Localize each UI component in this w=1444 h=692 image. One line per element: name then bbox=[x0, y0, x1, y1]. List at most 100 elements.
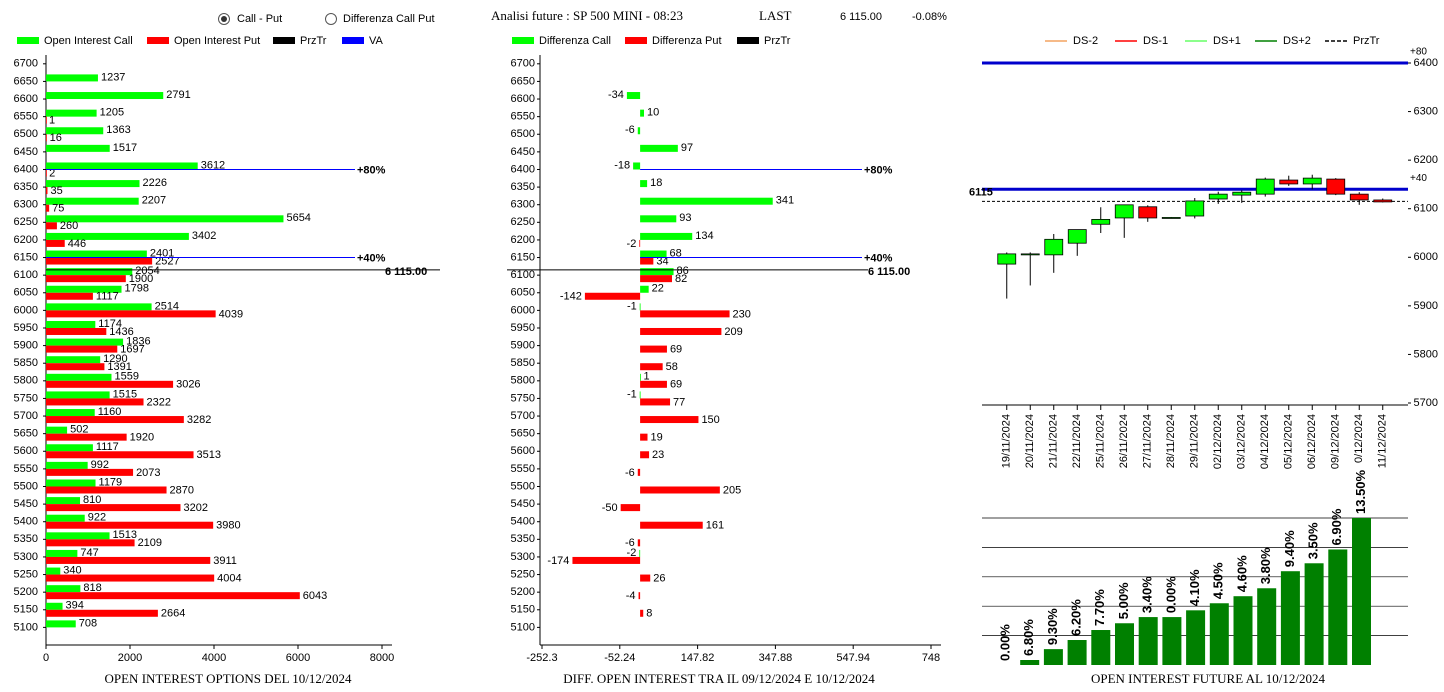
va-label: +80% bbox=[864, 164, 893, 176]
bar bbox=[46, 451, 194, 459]
bar-label: 0.00% bbox=[1163, 576, 1178, 613]
x-tick-label: 4000 bbox=[202, 652, 226, 664]
value-label: 4004 bbox=[217, 572, 241, 584]
bar-label: 3.40% bbox=[1140, 576, 1155, 613]
value-label: 1 bbox=[49, 115, 55, 127]
value-label: 5654 bbox=[286, 212, 310, 224]
bar bbox=[46, 532, 110, 540]
radio-dot bbox=[221, 16, 227, 22]
bar bbox=[640, 609, 644, 617]
va-label: +80 bbox=[1410, 47, 1427, 58]
candle-body bbox=[1232, 191, 1252, 196]
value-label: -18 bbox=[614, 159, 630, 171]
value-label: -6 bbox=[625, 467, 635, 479]
y-tick-label: 6300 bbox=[14, 199, 38, 211]
bar bbox=[46, 239, 65, 247]
candle-body bbox=[1020, 253, 1040, 256]
y-tick-label: 5350 bbox=[14, 533, 38, 545]
y-tick-label: 6050 bbox=[511, 287, 535, 299]
y-tick-label: 5200 bbox=[14, 586, 38, 598]
value-label: 394 bbox=[66, 600, 84, 612]
candle-body bbox=[1114, 204, 1134, 219]
bar bbox=[46, 486, 167, 494]
x-tick-label: 0/12/2024 bbox=[1353, 414, 1365, 463]
y-tick-label: 5600 bbox=[511, 445, 535, 457]
value-label: 2322 bbox=[147, 396, 171, 408]
value-label: -1 bbox=[627, 300, 637, 312]
radio-button[interactable] bbox=[325, 13, 337, 25]
bar bbox=[640, 310, 730, 318]
candle-body bbox=[1208, 193, 1228, 200]
bar bbox=[638, 592, 641, 600]
value-label: 6043 bbox=[303, 590, 327, 602]
y-tick-label: 6550 bbox=[511, 111, 535, 123]
bar bbox=[584, 292, 641, 300]
y-tick-label: 6700 bbox=[14, 58, 38, 70]
radio-label[interactable]: Call - Put bbox=[237, 13, 282, 25]
value-label: -6 bbox=[625, 537, 635, 549]
legend-swatch bbox=[512, 37, 534, 44]
chart-title: DIFF. OPEN INTEREST TRA IL 09/12/2024 E … bbox=[563, 671, 875, 686]
legend-label: DS-2 bbox=[1073, 35, 1098, 47]
value-label: -2 bbox=[627, 238, 637, 250]
bar bbox=[46, 574, 215, 582]
bar bbox=[1209, 603, 1229, 665]
y-tick-label: 6650 bbox=[511, 75, 535, 87]
bar bbox=[46, 134, 47, 142]
value-label: 3911 bbox=[213, 555, 237, 567]
bar bbox=[46, 250, 147, 258]
bar bbox=[640, 109, 645, 117]
legend-swatch bbox=[17, 37, 39, 44]
value-label: 205 bbox=[723, 484, 741, 496]
y-tick-label: 5900 bbox=[511, 340, 535, 352]
value-label: 209 bbox=[724, 326, 742, 338]
candle-body bbox=[1138, 206, 1158, 219]
value-label: 341 bbox=[776, 195, 794, 207]
bar-label: 9.40% bbox=[1282, 530, 1297, 567]
x-tick-label: 748 bbox=[922, 652, 940, 664]
value-label: 708 bbox=[79, 617, 97, 629]
y-tick-label: 6400 bbox=[1414, 57, 1438, 69]
bar-label: 7.70% bbox=[1092, 589, 1107, 626]
x-tick-label: 25/11/2024 bbox=[1095, 414, 1107, 468]
value-label: -142 bbox=[560, 291, 582, 303]
y-tick-label: 5700 bbox=[1414, 397, 1438, 409]
value-label: 502 bbox=[70, 424, 88, 436]
bar bbox=[46, 320, 96, 328]
y-tick-label: 5350 bbox=[511, 533, 535, 545]
x-tick-label: 29/11/2024 bbox=[1189, 414, 1201, 468]
value-label: -4 bbox=[626, 590, 636, 602]
value-label: 810 bbox=[83, 494, 101, 506]
bar bbox=[46, 398, 144, 406]
value-label: 4039 bbox=[219, 308, 243, 320]
value-label: 75 bbox=[52, 203, 64, 215]
value-label: 1117 bbox=[96, 441, 119, 453]
legend-label: Open Interest Call bbox=[44, 35, 133, 47]
x-tick-label: 04/12/2024 bbox=[1259, 414, 1271, 469]
x-tick-label: 547.94 bbox=[836, 652, 870, 664]
x-tick-label: 11/12/2024 bbox=[1377, 414, 1389, 468]
bar bbox=[572, 556, 641, 564]
x-tick-label: 21/11/2024 bbox=[1048, 414, 1060, 468]
bar bbox=[640, 521, 703, 529]
y-tick-label: 5700 bbox=[14, 410, 38, 422]
bar-label: 6.80% bbox=[1021, 619, 1036, 656]
bar bbox=[1067, 640, 1087, 665]
value-label: 3402 bbox=[192, 230, 216, 242]
value-label: 2073 bbox=[136, 467, 160, 479]
bar bbox=[46, 497, 81, 505]
bar bbox=[639, 303, 641, 311]
value-label: 747 bbox=[80, 547, 98, 559]
bar bbox=[46, 187, 48, 195]
y-tick-label: 5450 bbox=[14, 498, 38, 510]
value-label: 3202 bbox=[183, 502, 207, 514]
bar bbox=[1138, 617, 1158, 665]
y-tick-label: 6450 bbox=[511, 146, 535, 158]
bar bbox=[46, 380, 174, 388]
value-label: 8 bbox=[646, 608, 652, 620]
y-tick-label: 6050 bbox=[14, 287, 38, 299]
radio-label[interactable]: Differenza Call Put bbox=[343, 13, 435, 25]
value-label: 992 bbox=[91, 459, 109, 471]
value-label: 16 bbox=[50, 132, 62, 144]
x-tick-label: 2000 bbox=[118, 652, 142, 664]
